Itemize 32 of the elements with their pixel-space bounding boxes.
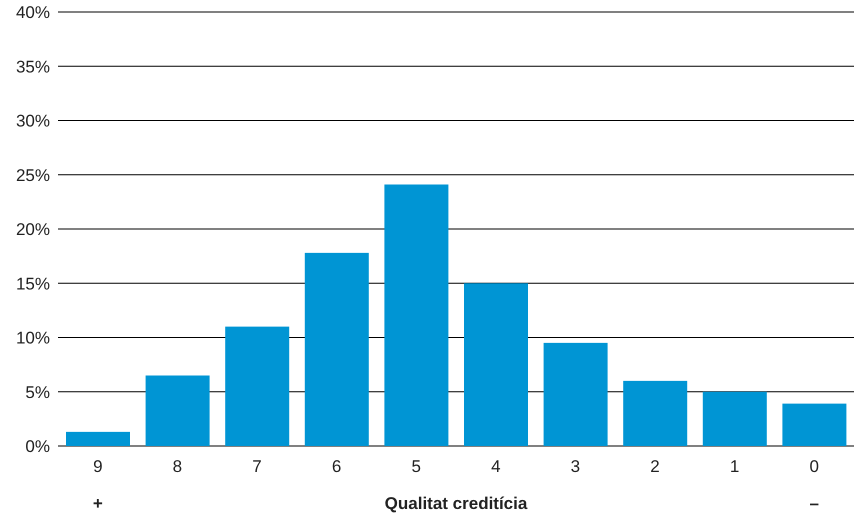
x-tick-label: 9 (93, 457, 103, 476)
bar (544, 342, 608, 446)
y-tick-label: 15% (16, 274, 50, 294)
y-tick-label: 5% (25, 382, 50, 402)
y-tick-label: 10% (16, 328, 50, 348)
x-tick-label: 4 (491, 457, 501, 476)
bar (146, 375, 210, 446)
bar (782, 404, 846, 446)
bar (623, 380, 688, 446)
bar (464, 283, 528, 446)
x-tick-label: 6 (332, 457, 342, 476)
text: + (92, 494, 104, 514)
x-tick-label: 2 (650, 457, 660, 476)
x-tick-label: 3 (570, 457, 580, 476)
bar (304, 252, 369, 446)
y-tick-label: 20% (16, 220, 50, 240)
y-tick-label: 35% (16, 57, 50, 76)
bar (384, 184, 448, 446)
text: – (808, 494, 820, 514)
bar (702, 392, 767, 446)
y-tick-label: 30% (16, 112, 50, 131)
y-tick-label: 25% (16, 166, 50, 185)
y-tick-label: 40% (16, 3, 50, 22)
x-tick-label: 5 (411, 457, 421, 476)
x-tick-label: 8 (172, 457, 182, 476)
x-axis-title: Qualitat creditícia (384, 494, 528, 513)
x-tick-label: 1 (730, 457, 740, 476)
y-tick-label: 0% (25, 437, 50, 456)
x-tick-label: 7 (252, 457, 262, 476)
bar (225, 326, 290, 446)
bar (66, 432, 130, 446)
x-tick-label: 0 (809, 457, 819, 476)
